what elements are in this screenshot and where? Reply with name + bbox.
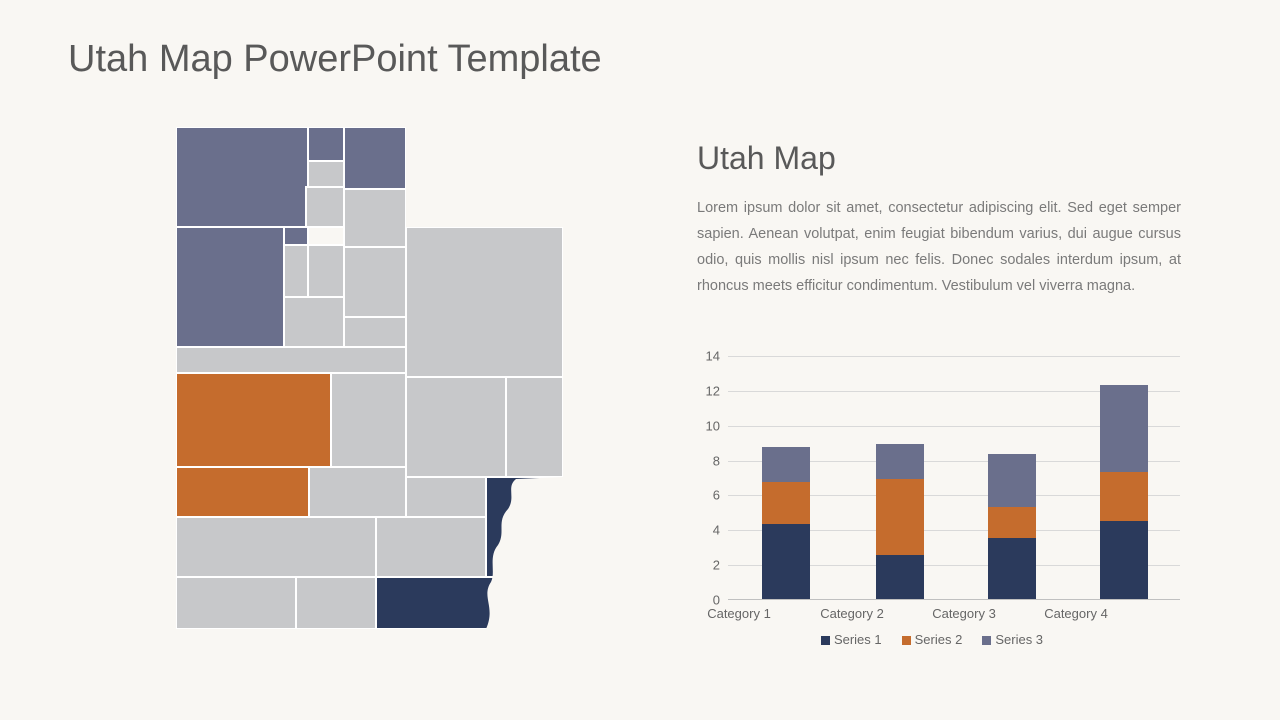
legend-item: Series 2 [902,632,963,647]
county-region [306,187,344,227]
county-region [176,347,406,373]
x-tick-label: Category 1 [689,606,789,621]
page-title: Utah Map PowerPoint Template [68,38,602,81]
x-tick-label: Category 4 [1026,606,1126,621]
county-region [344,317,406,347]
y-tick-label: 4 [690,523,720,538]
bar-segment [762,482,810,524]
legend-label: Series 2 [915,632,963,647]
county-region [176,517,376,577]
county-region [176,373,331,467]
y-tick-label: 12 [690,383,720,398]
bar-segment [876,444,924,479]
county-region [176,467,309,517]
x-tick-label: Category 3 [914,606,1014,621]
bar-segment [1100,472,1148,521]
y-tick-label: 10 [690,418,720,433]
county-region [284,297,344,347]
legend-item: Series 1 [821,632,882,647]
gridline [728,356,1180,357]
county-region [308,245,344,297]
county-region [344,189,406,247]
utah-map [176,127,563,634]
y-tick-label: 6 [690,488,720,503]
text-panel: Utah Map Lorem ipsum dolor sit amet, con… [697,140,1181,299]
legend-item: Series 3 [982,632,1043,647]
county-region [176,227,284,347]
county-region [296,577,376,629]
bar-segment [988,538,1036,599]
county-region [176,127,308,227]
bar-segment [762,524,810,599]
bar-chart: Series 1Series 2Series 3 02468101214Cate… [680,350,1184,660]
county-region [406,227,563,377]
county-region [344,247,406,317]
legend-swatch [982,636,991,645]
bar-segment [876,555,924,599]
county-region [309,467,406,517]
chart-legend: Series 1 Series 2 Series 3 [680,632,1184,647]
bar-segment [876,479,924,556]
y-tick-label: 14 [690,349,720,364]
section-title: Utah Map [697,140,1181,177]
county-region [284,227,308,245]
county-region [506,377,563,477]
y-tick-label: 8 [690,453,720,468]
county-region [406,377,506,477]
bar-segment [1100,521,1148,599]
legend-swatch [821,636,830,645]
county-region [331,373,406,477]
x-tick-label: Category 2 [802,606,902,621]
bar-segment [988,507,1036,538]
legend-label: Series 3 [995,632,1043,647]
bar-segment [762,447,810,482]
legend-swatch [902,636,911,645]
county-region [176,577,296,629]
description-text: Lorem ipsum dolor sit amet, consectetur … [697,195,1181,299]
legend-label: Series 1 [834,632,882,647]
county-region [308,127,344,161]
county-region [376,517,486,577]
county-region [344,127,406,189]
bar-segment [988,454,1036,506]
slide: Utah Map PowerPoint Template Utah Map Lo… [0,0,1280,720]
y-tick-label: 2 [690,558,720,573]
bar-segment [1100,385,1148,472]
